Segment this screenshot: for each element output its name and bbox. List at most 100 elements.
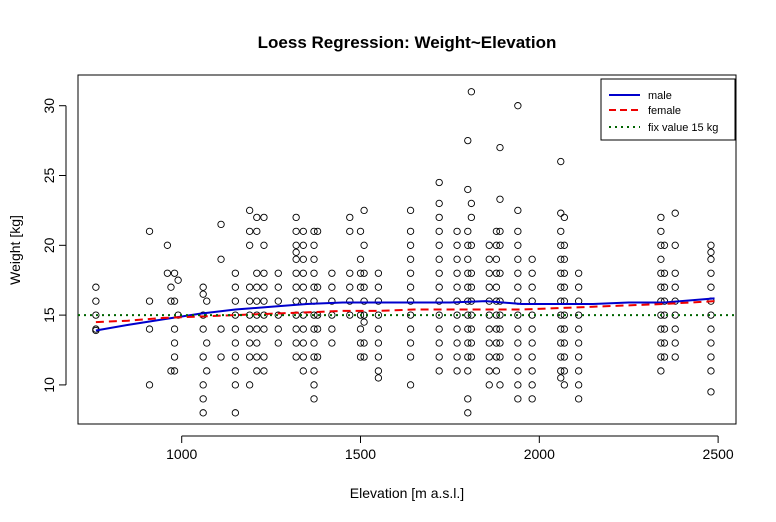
series-line-male — [95, 297, 715, 332]
data-point — [660, 339, 669, 347]
data-point — [467, 339, 476, 347]
data-point — [374, 374, 383, 382]
data-point — [170, 367, 179, 375]
data-point — [246, 283, 254, 291]
x-tick-label: 1000 — [166, 446, 197, 462]
data-point — [260, 241, 268, 249]
data-point — [406, 311, 415, 319]
y-tick-label: 20 — [41, 237, 57, 253]
data-point — [514, 339, 522, 347]
data-point — [467, 213, 476, 222]
data-point — [299, 339, 307, 347]
data-point — [453, 297, 461, 305]
data-point — [356, 269, 365, 277]
data-point — [217, 220, 225, 229]
data-point — [492, 255, 501, 263]
data-point — [145, 325, 154, 333]
data-point — [464, 325, 472, 333]
data-point — [145, 297, 154, 305]
data-point — [435, 227, 443, 236]
data-point — [231, 339, 239, 347]
data-point — [467, 283, 476, 291]
data-point — [292, 255, 300, 263]
data-point — [435, 367, 443, 375]
data-point — [657, 325, 665, 333]
data-point — [528, 339, 536, 347]
data-point — [492, 325, 501, 333]
legend-label-male: male — [648, 90, 672, 102]
data-point — [310, 311, 318, 319]
data-point — [163, 241, 172, 249]
data-point — [557, 255, 565, 263]
data-point — [299, 227, 307, 236]
data-point — [406, 269, 415, 277]
data-point — [163, 269, 172, 277]
data-point — [231, 353, 239, 361]
data-point — [253, 297, 261, 305]
data-point — [299, 269, 307, 277]
data-point — [346, 269, 354, 277]
data-point — [274, 339, 282, 347]
data-point — [246, 381, 254, 389]
data-point — [253, 339, 261, 347]
data-point — [360, 318, 368, 326]
data-point — [374, 297, 383, 305]
data-point — [707, 269, 715, 277]
data-point — [145, 227, 154, 236]
data-point — [374, 339, 383, 347]
data-point — [274, 297, 282, 305]
data-point — [292, 283, 300, 291]
data-point — [435, 255, 443, 263]
data-point — [575, 367, 583, 375]
data-point — [328, 269, 336, 277]
data-point — [660, 297, 669, 305]
data-point — [660, 241, 669, 249]
data-point — [174, 276, 182, 284]
data-point — [292, 353, 300, 361]
data-point — [492, 353, 501, 361]
data-point — [514, 325, 522, 333]
data-point — [313, 325, 322, 333]
data-point — [496, 227, 504, 236]
data-point — [92, 297, 100, 305]
data-point — [260, 325, 268, 333]
data-point — [575, 269, 583, 277]
y-tick-label: 30 — [41, 98, 57, 114]
data-point — [203, 297, 211, 305]
data-point — [310, 269, 318, 277]
data-point — [313, 353, 322, 361]
data-point — [485, 255, 493, 263]
data-point — [260, 353, 268, 361]
data-point — [485, 283, 493, 291]
data-point — [260, 367, 268, 375]
data-point — [557, 374, 565, 382]
data-point — [435, 353, 443, 361]
data-point — [435, 339, 443, 347]
data-point — [496, 311, 504, 319]
data-point — [496, 143, 504, 152]
data-point — [464, 353, 472, 361]
data-point — [231, 381, 239, 389]
data-point — [328, 297, 336, 305]
data-point — [356, 325, 365, 333]
data-point — [657, 255, 665, 263]
data-point — [560, 269, 568, 277]
y-tick-label: 25 — [41, 168, 57, 184]
data-point — [328, 283, 336, 291]
data-point — [292, 213, 300, 222]
data-point — [246, 339, 254, 347]
data-point — [170, 269, 179, 277]
data-point — [575, 325, 583, 333]
data-point — [660, 283, 669, 291]
data-point — [464, 395, 472, 403]
data-point — [374, 283, 383, 291]
data-point — [660, 269, 669, 277]
data-point — [485, 269, 493, 277]
data-point — [657, 311, 665, 319]
data-point — [374, 367, 383, 375]
data-point — [464, 255, 472, 263]
data-point — [453, 367, 461, 375]
data-point — [310, 395, 318, 403]
data-point — [292, 339, 300, 347]
data-point — [406, 227, 415, 236]
